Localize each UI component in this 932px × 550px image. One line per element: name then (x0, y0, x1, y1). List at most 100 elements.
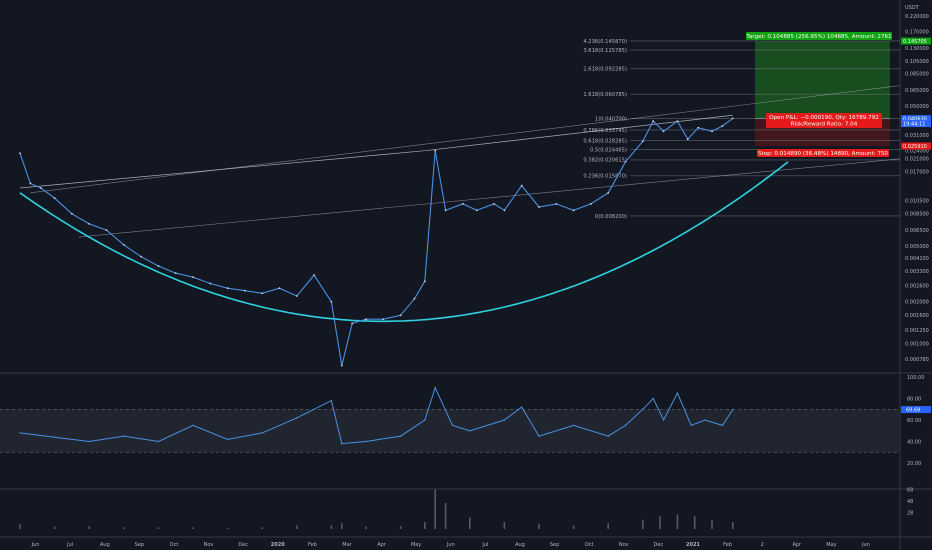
rsi-pane[interactable]: 100.00 80.00 60.00 40.00 20.00 69.69 (0, 375, 931, 467)
target-label[interactable]: Target: 0.104885 (256.95%) 104885, Amoun… (745, 32, 892, 40)
time-tick-label: Jun (446, 542, 455, 548)
price-tick-label: 0.170000 (905, 29, 929, 35)
volume-bar (469, 517, 471, 529)
price-point (192, 276, 194, 279)
rsi-point (226, 438, 229, 441)
price-tick-label: 0.004100 (905, 256, 929, 262)
time-tick-label: May (826, 542, 836, 548)
fib-level-label: 0.786(0.033745) (583, 128, 627, 134)
stop-label-bg (757, 149, 889, 157)
price-axis[interactable]: 0.220000 0.170000 0.130000 0.105000 0.085000… (901, 14, 931, 363)
fib-level-label: 0.382(0.020615) (583, 158, 627, 164)
time-tick-label: Sep (550, 542, 559, 548)
rsi-point (157, 440, 160, 443)
volume-bar (19, 524, 21, 529)
price-point (382, 318, 385, 321)
pnl-label[interactable]: Open P&L: −0.000190, Qty: 16789.792Risk/… (766, 113, 882, 128)
time-tick-label: Nov (619, 542, 629, 548)
rsi-current-label: 69.69 (906, 407, 920, 413)
volume-bar (444, 502, 447, 529)
price-point (686, 138, 689, 141)
time-tick-label: 2020 (271, 542, 285, 548)
price-tick-label: 0.003300 (905, 269, 929, 275)
rsi-point (192, 424, 194, 427)
price-tick-label: 0.001250 (905, 328, 929, 334)
price-point (39, 187, 42, 189)
price-point (278, 287, 281, 290)
rsi-point (451, 424, 454, 427)
pnl-label-text: Open P&L: −0.000190, Qty: 16789.792 (769, 115, 879, 121)
fib-level-label: 0.236(0.015870) (583, 174, 627, 180)
price-point (157, 265, 160, 267)
time-tick-label: Sep (135, 542, 144, 548)
rsi-point (19, 432, 21, 434)
volume-bar (424, 522, 426, 529)
rsi-point (341, 442, 343, 445)
time-tick-label: Apr (377, 542, 387, 548)
price-point (503, 209, 506, 212)
price-point (140, 255, 143, 258)
price-point (652, 120, 655, 123)
rsi-point (503, 419, 506, 421)
volume-bar (659, 516, 661, 529)
price-point (572, 209, 575, 212)
target-zone[interactable] (755, 41, 890, 119)
rsi-point (690, 424, 692, 427)
price-point (340, 364, 343, 367)
price-point (493, 203, 495, 205)
price-point (434, 149, 437, 152)
price-point (29, 182, 32, 185)
price-point (555, 203, 558, 205)
time-tick-label: Jun (31, 542, 40, 548)
price-point (461, 203, 464, 205)
price-tick-label: 0.220000 (905, 14, 929, 20)
price-point (444, 209, 447, 212)
time-axis[interactable]: Jun Jul Aug Sep Oct Nov Dec 2020 Feb Mar Apr May Jun… (31, 542, 870, 548)
price-tick-label: 0.005000 (905, 244, 929, 250)
rsi-point (538, 435, 540, 437)
volume-bar (693, 516, 696, 529)
price-point (624, 160, 627, 163)
price-point (731, 117, 734, 120)
volume-bar (157, 527, 160, 529)
volume-pane[interactable]: 68 48 28 (19, 487, 913, 529)
volume-bar (330, 525, 333, 529)
volume-bar (503, 522, 506, 529)
rsi-point (642, 408, 644, 410)
price-axis-marker-label: 0.040630 (903, 116, 927, 122)
rsi-tick-label: 100.00 (907, 375, 925, 381)
rsi-point (123, 435, 125, 437)
target-label-bg (746, 32, 892, 40)
price-point (313, 274, 315, 277)
volume-bar (607, 523, 609, 529)
time-tick-label: Apr (792, 542, 802, 548)
volume-tick-label: 48 (907, 499, 913, 505)
price-axis-marker-label: 0.145705 (903, 39, 927, 45)
time-tick-label: May (411, 542, 421, 548)
price-point (351, 322, 354, 325)
price-point (697, 126, 700, 129)
price-point (365, 318, 367, 321)
price-axis-marker (901, 115, 931, 123)
trend-line-lower (78, 158, 901, 238)
time-tick-label: Aug (100, 542, 110, 548)
price-point (590, 203, 592, 205)
rsi-point (469, 430, 471, 432)
rsi-point (261, 432, 263, 434)
time-tick-label: Feb (308, 542, 317, 548)
price-tick-label: 0.002000 (905, 300, 929, 306)
rsi-point (53, 436, 56, 438)
fib-level-label: 3.618(0.125785) (583, 48, 627, 54)
price-tick-label: 0.050000 (905, 104, 929, 110)
volume-bar (572, 525, 575, 529)
price-point (538, 206, 540, 208)
stop-label[interactable]: Stop: 0.014890 (36.48%) 14890, Amount: 7… (757, 149, 889, 157)
price-tick-label: 0.010500 (905, 199, 929, 205)
price-point (71, 212, 73, 215)
price-point (174, 272, 177, 275)
fib-level-label: 2.618(0.092285) (583, 67, 627, 73)
time-tick-label: Jul (481, 542, 488, 548)
price-point (88, 222, 91, 225)
